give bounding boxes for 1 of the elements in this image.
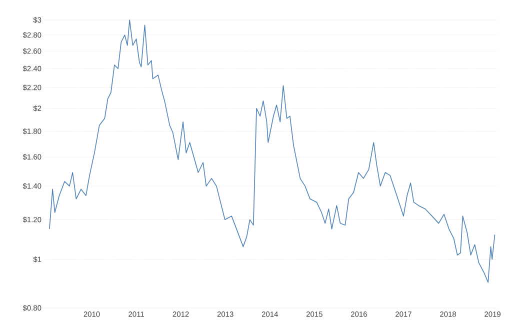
line-series <box>49 20 496 283</box>
